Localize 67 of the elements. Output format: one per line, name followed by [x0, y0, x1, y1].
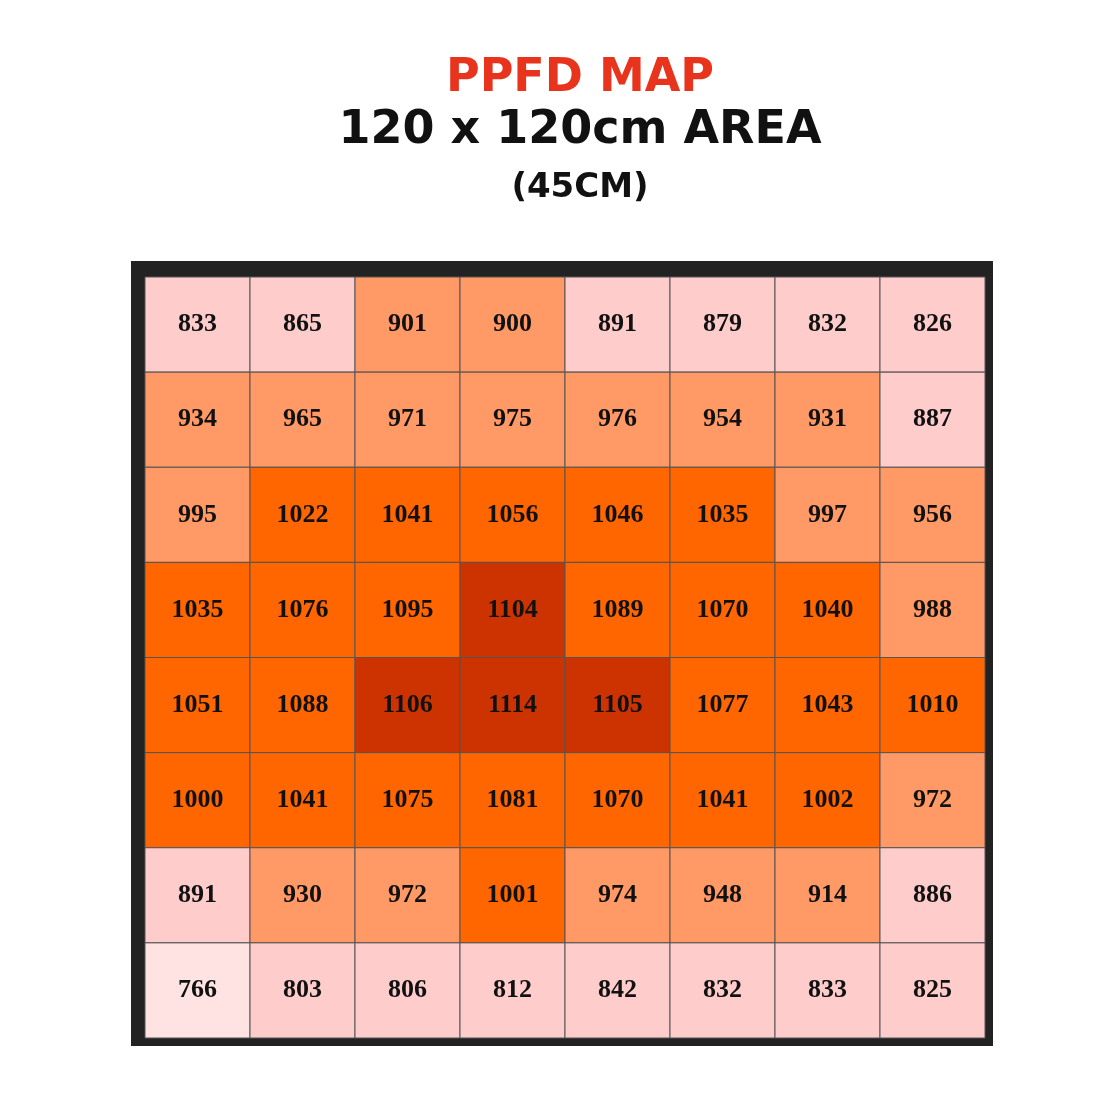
chart-title: PPFD MAP — [444, 48, 716, 102]
data-label: 1114 — [487, 688, 538, 718]
data-label: 832 — [703, 974, 742, 1004]
data-label: 934 — [178, 403, 217, 433]
data-label: 879 — [703, 308, 742, 338]
data-label: 1002 — [801, 783, 854, 813]
data-label: 1041 — [696, 783, 749, 813]
data-label: 1088 — [276, 688, 329, 718]
data-label: 948 — [703, 879, 742, 909]
data-label: 1081 — [486, 783, 539, 813]
data-label: 1105 — [592, 688, 643, 718]
data-label: 1040 — [801, 593, 854, 623]
data-label: 812 — [493, 974, 532, 1004]
data-label: 1001 — [486, 879, 539, 909]
data-label: 972 — [913, 783, 952, 813]
data-label: 974 — [598, 879, 637, 909]
data-label: 901 — [388, 308, 427, 338]
data-label: 1010 — [906, 688, 959, 718]
data-label: 971 — [388, 403, 427, 433]
data-label: 1035 — [696, 498, 749, 528]
data-label: 1070 — [696, 593, 749, 623]
data-label: 1051 — [171, 688, 224, 718]
chart-subtitle: 120 x 120cm AREA — [337, 100, 823, 154]
data-label: 833 — [808, 974, 847, 1004]
data-label: 914 — [808, 879, 847, 909]
data-label: 956 — [913, 498, 952, 528]
data-label: 1070 — [591, 783, 644, 813]
data-label: 1043 — [801, 688, 854, 718]
data-label: 900 — [493, 308, 532, 338]
data-label: 975 — [493, 403, 532, 433]
data-label: 1041 — [276, 783, 329, 813]
data-label: 803 — [283, 974, 322, 1004]
data-label: 1046 — [591, 498, 644, 528]
data-label: 886 — [913, 879, 952, 909]
data-label: 833 — [178, 308, 217, 338]
data-label: 930 — [283, 879, 322, 909]
data-label: 1104 — [487, 593, 538, 623]
data-label: 1075 — [381, 783, 434, 813]
data-label: 1106 — [382, 688, 433, 718]
text: (45CM) — [510, 165, 650, 205]
data-label: 1077 — [696, 688, 749, 718]
data-label: 825 — [913, 974, 952, 1004]
data-label: 988 — [913, 593, 952, 623]
data-label: 954 — [703, 403, 742, 433]
data-label: 891 — [178, 879, 217, 909]
data-label: 865 — [283, 308, 322, 338]
data-label: 931 — [808, 403, 847, 433]
data-label: 887 — [913, 403, 952, 433]
data-label: 766 — [178, 974, 217, 1004]
data-label: 806 — [388, 974, 427, 1004]
data-label: 1000 — [171, 783, 224, 813]
data-label: 832 — [808, 308, 847, 338]
data-label: 1056 — [486, 498, 539, 528]
data-label: 965 — [283, 403, 322, 433]
data-label: 972 — [388, 879, 427, 909]
data-label: 1076 — [276, 593, 329, 623]
data-label: 1022 — [276, 498, 329, 528]
data-label: 976 — [598, 403, 637, 433]
data-label: 995 — [178, 498, 217, 528]
data-label: 842 — [598, 974, 637, 1004]
data-label: 1035 — [171, 593, 224, 623]
data-label: 997 — [808, 498, 847, 528]
data-label: 891 — [598, 308, 637, 338]
data-label: 1095 — [381, 593, 434, 623]
data-label: 826 — [913, 308, 952, 338]
data-label: 1041 — [381, 498, 434, 528]
data-label: 1089 — [591, 593, 644, 623]
